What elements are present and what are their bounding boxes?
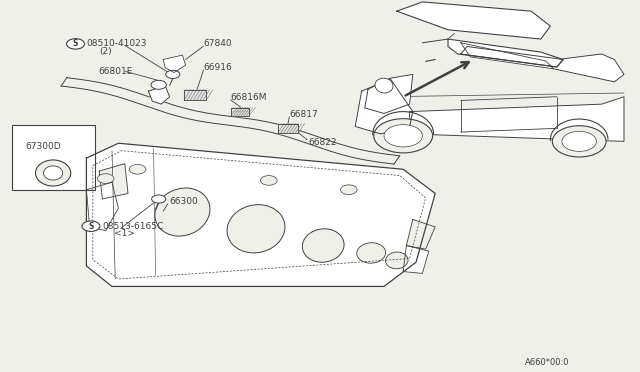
Circle shape — [562, 131, 596, 151]
Text: 66822: 66822 — [308, 138, 337, 147]
Circle shape — [374, 119, 433, 153]
Polygon shape — [403, 246, 429, 273]
Polygon shape — [410, 97, 624, 141]
Circle shape — [260, 176, 277, 185]
Text: 66801E: 66801E — [98, 67, 132, 76]
Ellipse shape — [227, 205, 285, 253]
Circle shape — [340, 185, 357, 195]
Polygon shape — [546, 54, 624, 82]
Text: S: S — [88, 222, 93, 231]
Ellipse shape — [155, 188, 210, 236]
Polygon shape — [148, 86, 170, 104]
Ellipse shape — [36, 160, 70, 186]
Ellipse shape — [302, 229, 344, 262]
Bar — [12, 125, 95, 190]
Circle shape — [152, 195, 166, 203]
Ellipse shape — [385, 252, 408, 269]
Polygon shape — [99, 164, 128, 199]
Circle shape — [97, 174, 114, 183]
Polygon shape — [184, 90, 206, 100]
Polygon shape — [86, 182, 118, 231]
Polygon shape — [163, 55, 186, 73]
Circle shape — [67, 39, 84, 49]
Circle shape — [552, 126, 606, 157]
Polygon shape — [355, 79, 413, 134]
Polygon shape — [397, 2, 550, 39]
Polygon shape — [231, 108, 249, 116]
Circle shape — [384, 125, 422, 147]
Polygon shape — [406, 219, 435, 249]
Text: 66816M: 66816M — [230, 93, 267, 102]
Text: 67300D: 67300D — [26, 142, 61, 151]
Ellipse shape — [44, 166, 63, 180]
Text: 66817: 66817 — [289, 110, 318, 119]
Ellipse shape — [356, 243, 386, 263]
Polygon shape — [365, 74, 413, 113]
Text: 08513-6165C: 08513-6165C — [102, 222, 164, 231]
Text: 08510-41023: 08510-41023 — [86, 39, 147, 48]
Polygon shape — [461, 46, 563, 67]
Circle shape — [129, 164, 146, 174]
Text: A660*00:0: A660*00:0 — [525, 358, 570, 367]
Ellipse shape — [375, 78, 393, 93]
Polygon shape — [278, 124, 298, 133]
Text: (2): (2) — [99, 47, 112, 56]
Circle shape — [151, 80, 166, 89]
Polygon shape — [461, 43, 554, 69]
Text: 67840: 67840 — [204, 39, 232, 48]
Text: 66300: 66300 — [170, 197, 198, 206]
Polygon shape — [86, 143, 435, 286]
Text: 66916: 66916 — [204, 63, 232, 72]
Polygon shape — [448, 39, 563, 67]
Text: S: S — [73, 39, 78, 48]
Circle shape — [166, 70, 180, 78]
Text: <1>: <1> — [114, 229, 135, 238]
Circle shape — [82, 221, 100, 231]
